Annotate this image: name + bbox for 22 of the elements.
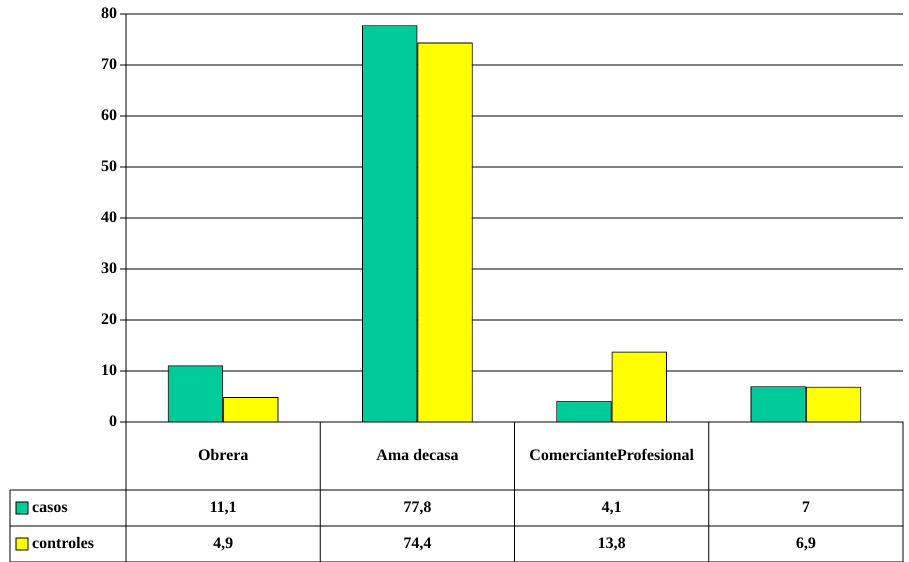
- x-tick-label: ComercianteProfesional: [529, 447, 695, 464]
- data-label: 7: [802, 499, 810, 516]
- y-tick-label: 10: [101, 362, 117, 380]
- y-tick-label: 40: [101, 209, 117, 226]
- y-tick-label: 80: [101, 5, 117, 22]
- y-tick-label: 50: [101, 158, 117, 176]
- legend-label: casos: [32, 499, 68, 516]
- data-label: 4,9: [213, 535, 234, 552]
- y-tick-label: 30: [101, 260, 117, 278]
- data-label: 4,1: [602, 499, 622, 516]
- y-tick-label: 60: [101, 107, 117, 124]
- y-tick-label: 20: [101, 311, 117, 328]
- data-label: 13,8: [598, 535, 626, 552]
- data-label: 77,8: [403, 499, 432, 516]
- y-tick-label: 0: [109, 413, 117, 430]
- x-tick-label: Obrera: [198, 447, 248, 464]
- data-label: 11,1: [210, 499, 237, 516]
- legend-label: controles: [32, 535, 94, 552]
- x-tick-label: Ama decasa: [376, 447, 458, 464]
- y-tick-label: 70: [101, 56, 117, 74]
- data-label: 74,4: [403, 535, 432, 552]
- data-label: 6,9: [796, 535, 816, 552]
